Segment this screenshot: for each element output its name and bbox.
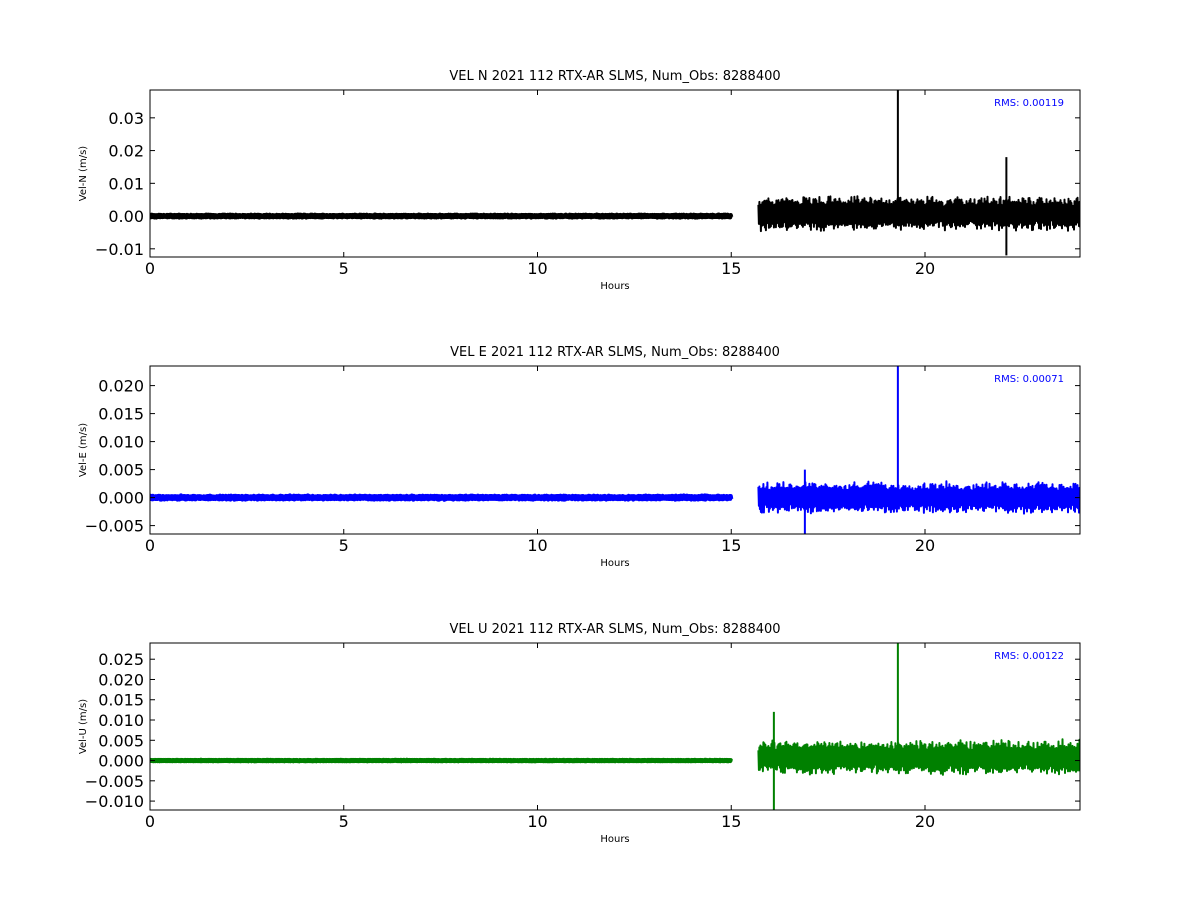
y-tick-label: 0.015	[98, 691, 144, 710]
chart-panel-1: 0 5 10 15 20 −0.01 0.00 0.01 0.02 0.03 VEL N 2021 …	[78, 69, 1081, 292]
y-tick-label: −0.010	[85, 792, 144, 811]
series-line	[150, 643, 1080, 810]
y-tick-label: −0.005	[85, 517, 144, 536]
axes-frame	[149, 89, 1081, 258]
y-tick-label: 0.01	[108, 174, 144, 193]
rms-annotation: RMS: 0.00119	[994, 98, 1064, 109]
axes-frame	[149, 642, 1081, 811]
y-tick-label: −0.005	[85, 772, 144, 791]
chart-title: VEL N 2021 112 RTX-AR SLMS, Num_Obs: 828…	[449, 69, 780, 84]
x-tick-label: 10	[527, 536, 547, 555]
y-tick-label: 0.000	[98, 489, 144, 508]
y-tick-label: 0.03	[108, 109, 144, 128]
y-tick-label: 0.000	[98, 752, 144, 771]
y-tick-label: 0.005	[98, 731, 144, 750]
chart-panel-2: 0 5 10 15 20 −0.005 0.000 0.005 0.010 0.015 0.020 V…	[78, 345, 1081, 569]
series-segment-1	[150, 493, 734, 502]
x-tick-label: 0	[145, 812, 155, 831]
x-tick-label: 20	[915, 536, 935, 555]
x-tick-label: 5	[339, 812, 349, 831]
series-segment-2	[757, 195, 1080, 233]
y-tick-label: 0.025	[98, 650, 144, 669]
x-tick-label: 20	[915, 259, 935, 278]
y-tick-label: 0.020	[98, 670, 144, 689]
chart-title: VEL U 2021 112 RTX-AR SLMS, Num_Obs: 828…	[449, 622, 780, 637]
x-axis-label: Hours	[600, 558, 629, 569]
y-tick-label: 0.010	[98, 711, 144, 730]
y-tick-label: 0.010	[98, 433, 144, 452]
x-tick-label: 5	[339, 259, 349, 278]
x-tick-label: 0	[145, 536, 155, 555]
y-tick-label: 0.02	[108, 142, 144, 161]
y-tick-label: 0.00	[108, 207, 144, 226]
x-tick-label: 15	[721, 536, 741, 555]
series-line	[150, 90, 1080, 256]
series-segment-2	[757, 480, 1080, 515]
x-tick-label: 15	[721, 812, 741, 831]
y-axis-label: Vel-E (m/s)	[78, 423, 89, 477]
rms-annotation: RMS: 0.00122	[994, 651, 1064, 662]
y-axis-label: Vel-N (m/s)	[78, 146, 89, 201]
y-tick-label: 0.020	[98, 377, 144, 396]
chart-title: VEL E 2021 112 RTX-AR SLMS, Num_Obs: 828…	[450, 345, 780, 360]
x-tick-label: 15	[721, 259, 741, 278]
x-tick-label: 5	[339, 536, 349, 555]
series-segment-1	[150, 757, 734, 764]
x-tick-label: 20	[915, 812, 935, 831]
rms-annotation: RMS: 0.00071	[994, 374, 1064, 385]
x-tick-label: 10	[527, 259, 547, 278]
x-tick-label: 10	[527, 812, 547, 831]
x-tick-label: 0	[145, 259, 155, 278]
y-tick-label: 0.015	[98, 405, 144, 424]
y-tick-label: 0.005	[98, 461, 144, 480]
x-axis-label: Hours	[600, 834, 629, 845]
series-line	[150, 366, 1080, 534]
series-segment-2	[757, 738, 1080, 776]
y-tick-label: −0.01	[95, 240, 144, 259]
x-axis-label: Hours	[600, 281, 629, 292]
y-axis-label: Vel-U (m/s)	[78, 699, 89, 754]
axes-frame	[149, 365, 1081, 535]
series-segment-1	[150, 212, 734, 220]
